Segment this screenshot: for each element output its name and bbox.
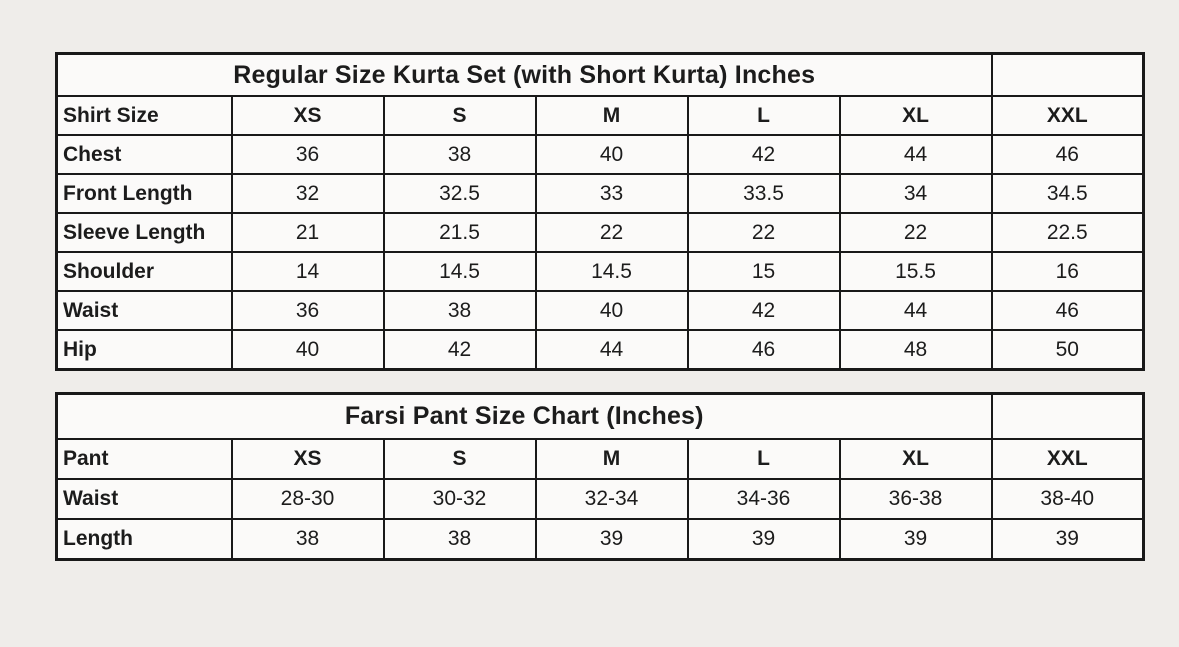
- kurta-title-empty-corner-cell: [990, 52, 1145, 97]
- table-cell: 32-34: [534, 478, 689, 520]
- kurta-row-shoulder: Shoulder 14 14.5 14.5 15 15.5 16: [55, 251, 1145, 292]
- pant-title-row: Farsi Pant Size Chart (Inches): [55, 392, 1145, 440]
- table-cell: 44: [838, 290, 993, 331]
- pant-header-xs: XS: [230, 438, 385, 480]
- table-cell: 15.5: [838, 251, 993, 292]
- table-cell: 33: [534, 173, 689, 214]
- kurta-row-hip: Hip 40 42 44 46 48 50: [55, 329, 1145, 371]
- table-cell: 46: [686, 329, 841, 371]
- table-cell: 34: [838, 173, 993, 214]
- row-label: Sleeve Length: [55, 212, 233, 253]
- row-label: Waist: [55, 478, 233, 520]
- table-cell: 15: [686, 251, 841, 292]
- table-cell: 22.5: [990, 212, 1145, 253]
- pant-header-m: M: [534, 438, 689, 480]
- table-cell: 36-38: [838, 478, 993, 520]
- kurta-row-front-length: Front Length 32 32.5 33 33.5 34 34.5: [55, 173, 1145, 214]
- table-cell: 39: [990, 518, 1145, 561]
- table-cell: 36: [230, 290, 385, 331]
- table-cell: 21: [230, 212, 385, 253]
- table-cell: 44: [534, 329, 689, 371]
- table-cell: 34-36: [686, 478, 841, 520]
- pant-row-length: Length 38 38 39 39 39 39: [55, 518, 1145, 561]
- table-cell: 46: [990, 134, 1145, 175]
- kurta-title-row: Regular Size Kurta Set (with Short Kurta…: [55, 52, 1145, 97]
- pant-header-pant: Pant: [55, 438, 233, 480]
- table-cell: 22: [534, 212, 689, 253]
- kurta-header-s: S: [382, 95, 537, 136]
- table-cell: 39: [534, 518, 689, 561]
- kurta-header-m: M: [534, 95, 689, 136]
- pant-title-empty-corner-cell: [990, 392, 1145, 440]
- table-cell: 40: [534, 290, 689, 331]
- pant-header-xl: XL: [838, 438, 993, 480]
- pant-row-waist: Waist 28-30 30-32 32-34 34-36 36-38 38-4…: [55, 478, 1145, 520]
- kurta-size-table: Regular Size Kurta Set (with Short Kurta…: [55, 52, 1145, 371]
- table-cell: 46: [990, 290, 1145, 331]
- kurta-header-l: L: [686, 95, 841, 136]
- kurta-header-shirt-size: Shirt Size: [55, 95, 233, 136]
- table-cell: 40: [230, 329, 385, 371]
- table-cell: 42: [686, 134, 841, 175]
- table-cell: 16: [990, 251, 1145, 292]
- kurta-table-title: Regular Size Kurta Set (with Short Kurta…: [55, 52, 993, 97]
- table-cell: 14.5: [534, 251, 689, 292]
- table-cell: 34.5: [990, 173, 1145, 214]
- row-label: Front Length: [55, 173, 233, 214]
- table-cell: 40: [534, 134, 689, 175]
- pant-header-l: L: [686, 438, 841, 480]
- pant-table-title: Farsi Pant Size Chart (Inches): [55, 392, 993, 440]
- kurta-header-row: Shirt Size XS S M L XL XXL: [55, 95, 1145, 136]
- table-cell: 22: [686, 212, 841, 253]
- table-cell: 14: [230, 251, 385, 292]
- kurta-row-waist: Waist 36 38 40 42 44 46: [55, 290, 1145, 331]
- table-cell: 38-40: [990, 478, 1145, 520]
- table-cell: 38: [382, 518, 537, 561]
- table-cell: 39: [838, 518, 993, 561]
- table-cell: 30-32: [382, 478, 537, 520]
- kurta-row-sleeve-length: Sleeve Length 21 21.5 22 22 22 22.5: [55, 212, 1145, 253]
- table-cell: 21.5: [382, 212, 537, 253]
- row-label: Length: [55, 518, 233, 561]
- table-cell: 38: [382, 290, 537, 331]
- kurta-header-xxl: XXL: [990, 95, 1145, 136]
- kurta-header-xs: XS: [230, 95, 385, 136]
- table-cell: 22: [838, 212, 993, 253]
- table-cell: 38: [382, 134, 537, 175]
- row-label: Shoulder: [55, 251, 233, 292]
- table-cell: 28-30: [230, 478, 385, 520]
- pant-header-s: S: [382, 438, 537, 480]
- kurta-header-xl: XL: [838, 95, 993, 136]
- row-label: Hip: [55, 329, 233, 371]
- table-cell: 42: [382, 329, 537, 371]
- pant-header-row: Pant XS S M L XL XXL: [55, 438, 1145, 480]
- table-cell: 39: [686, 518, 841, 561]
- table-cell: 42: [686, 290, 841, 331]
- farsi-pant-size-table: Farsi Pant Size Chart (Inches) Pant XS S…: [55, 392, 1145, 561]
- table-cell: 50: [990, 329, 1145, 371]
- table-cell: 38: [230, 518, 385, 561]
- table-cell: 44: [838, 134, 993, 175]
- kurta-row-chest: Chest 36 38 40 42 44 46: [55, 134, 1145, 175]
- pant-header-xxl: XXL: [990, 438, 1145, 480]
- table-cell: 48: [838, 329, 993, 371]
- table-cell: 33.5: [686, 173, 841, 214]
- table-cell: 14.5: [382, 251, 537, 292]
- table-cell: 32.5: [382, 173, 537, 214]
- table-cell: 36: [230, 134, 385, 175]
- table-cell: 32: [230, 173, 385, 214]
- row-label: Waist: [55, 290, 233, 331]
- row-label: Chest: [55, 134, 233, 175]
